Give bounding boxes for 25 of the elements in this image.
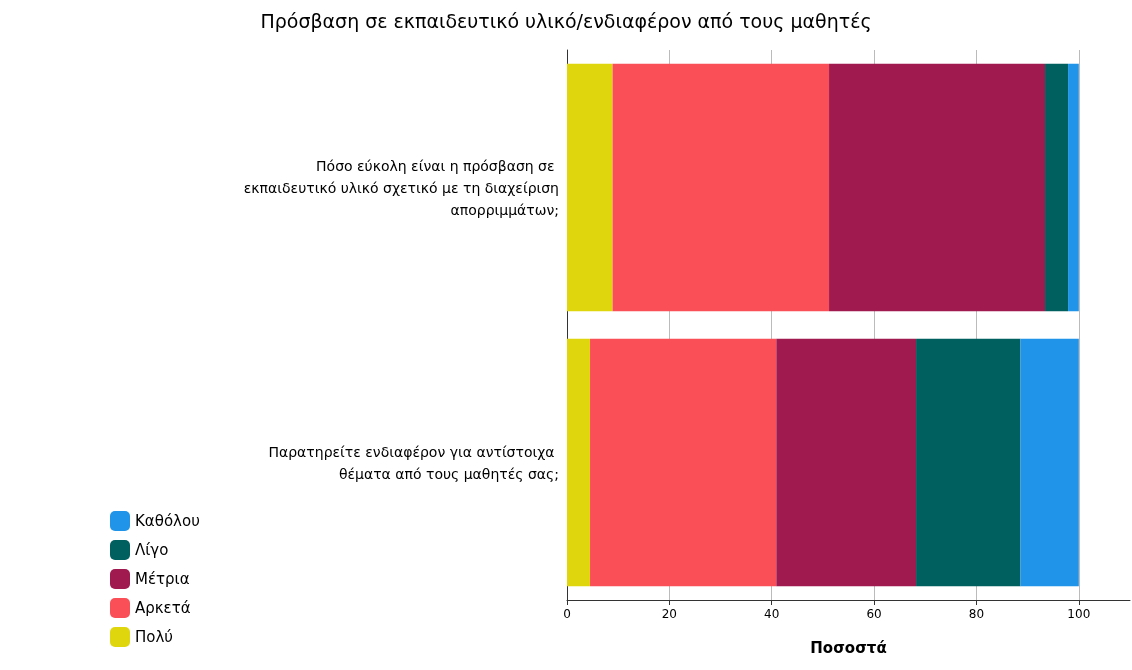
bar (916, 338, 1021, 587)
legend-label: Πολύ (135, 628, 174, 646)
y-tick-label: Παρατηρείτε ενδιαφέρον για αντίστοιχα θέματα από τους μαθητές σας; (268, 443, 559, 482)
x-tick-label: 100 (1067, 607, 1091, 621)
bar (1045, 63, 1069, 312)
chart-title: Πρόσβαση σε εκπαιδευτικό υλικό/ενδιαφέρον από τους μαθητές (260, 9, 872, 32)
bar (776, 338, 917, 587)
bar (567, 338, 591, 587)
y-tick-label: Πόσο εύκολη είναι η πρόσβαση σε εκπαιδευτικό υλικό σχετικό με τη διαχείριση απορριμμάτων; (243, 157, 559, 218)
x-tick-label: 60 (866, 607, 882, 621)
legend-label: Καθόλου (135, 512, 200, 530)
bar (1068, 63, 1079, 312)
legend-label: Αρκετά (135, 599, 191, 617)
bar (829, 63, 1046, 312)
x-tick-label: 0 (563, 607, 571, 621)
bar (1020, 338, 1079, 587)
x-tick-label: 20 (661, 607, 677, 621)
x-tick-label: 80 (968, 607, 985, 621)
bar (590, 338, 777, 587)
x-axis-title: Ποσοστά (810, 638, 887, 657)
legend-label: Λίγο (135, 541, 169, 559)
x-tick-label: 40 (764, 607, 780, 621)
bar (612, 63, 830, 312)
bar (567, 63, 613, 312)
legend-label: Μέτρια (135, 570, 190, 588)
